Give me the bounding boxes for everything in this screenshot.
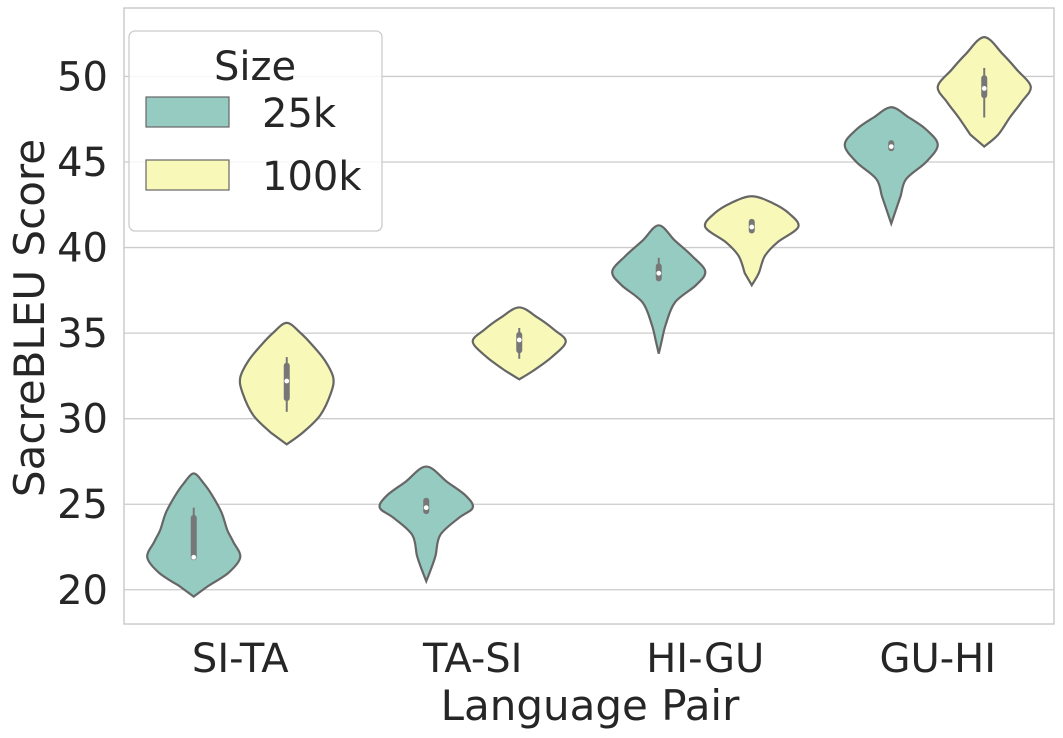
plot-frame — [123, 7, 1055, 625]
violin-median — [981, 86, 987, 91]
violin-median — [516, 337, 522, 343]
y-tick-label: 35 — [57, 311, 108, 357]
y-axis-title: SacreBLEU Score — [5, 139, 54, 497]
violin-median — [191, 554, 197, 560]
legend-entries: 25k 100k — [145, 91, 362, 200]
x-axis-title: Language Pair — [441, 681, 740, 730]
x-tick-label: HI-GU — [646, 636, 764, 682]
legend-swatch-25k — [145, 96, 230, 128]
violin-median — [749, 224, 755, 230]
legend: Size 25k 100k — [128, 30, 383, 232]
x-tick-label: TA-SI — [422, 636, 522, 682]
violin-body — [703, 195, 800, 288]
violin-100k-gu-hi — [936, 35, 1032, 149]
violin-25k-si-ta — [146, 472, 242, 598]
x-tick-labels: SI-TA TA-SI HI-GU GU-HI — [192, 636, 996, 682]
violin-25k-ta-si — [378, 465, 475, 585]
y-tick-labels: 20 25 30 35 40 45 50 — [57, 54, 108, 613]
violin-median — [284, 378, 290, 384]
violin-median — [888, 144, 894, 150]
violin-median — [423, 505, 429, 511]
legend-swatch-100k — [145, 159, 230, 191]
violin-25k-gu-hi — [843, 106, 939, 228]
legend-title: Size — [214, 44, 296, 90]
violin-body — [843, 106, 939, 228]
violin-body — [611, 224, 707, 354]
y-tick-label: 50 — [57, 54, 108, 100]
legend-label-25k: 25k — [262, 91, 337, 137]
violin-100k-hi-gu — [703, 195, 800, 288]
violins — [146, 35, 1032, 598]
y-tick-label: 25 — [57, 482, 108, 528]
legend-label-100k: 100k — [262, 154, 362, 200]
violin-25k-hi-gu — [611, 224, 707, 354]
y-tick-label: 40 — [57, 226, 108, 272]
violin-100k-si-ta — [238, 321, 335, 446]
y-tick-label: 20 — [57, 568, 108, 614]
y-tick-label: 45 — [57, 140, 108, 186]
violin-body — [378, 465, 475, 585]
x-tick-label: GU-HI — [879, 636, 996, 682]
y-tick-label: 30 — [57, 397, 108, 443]
x-tick-label: SI-TA — [192, 636, 289, 682]
violin-100k-ta-si — [471, 306, 567, 381]
violin-median — [656, 270, 662, 276]
